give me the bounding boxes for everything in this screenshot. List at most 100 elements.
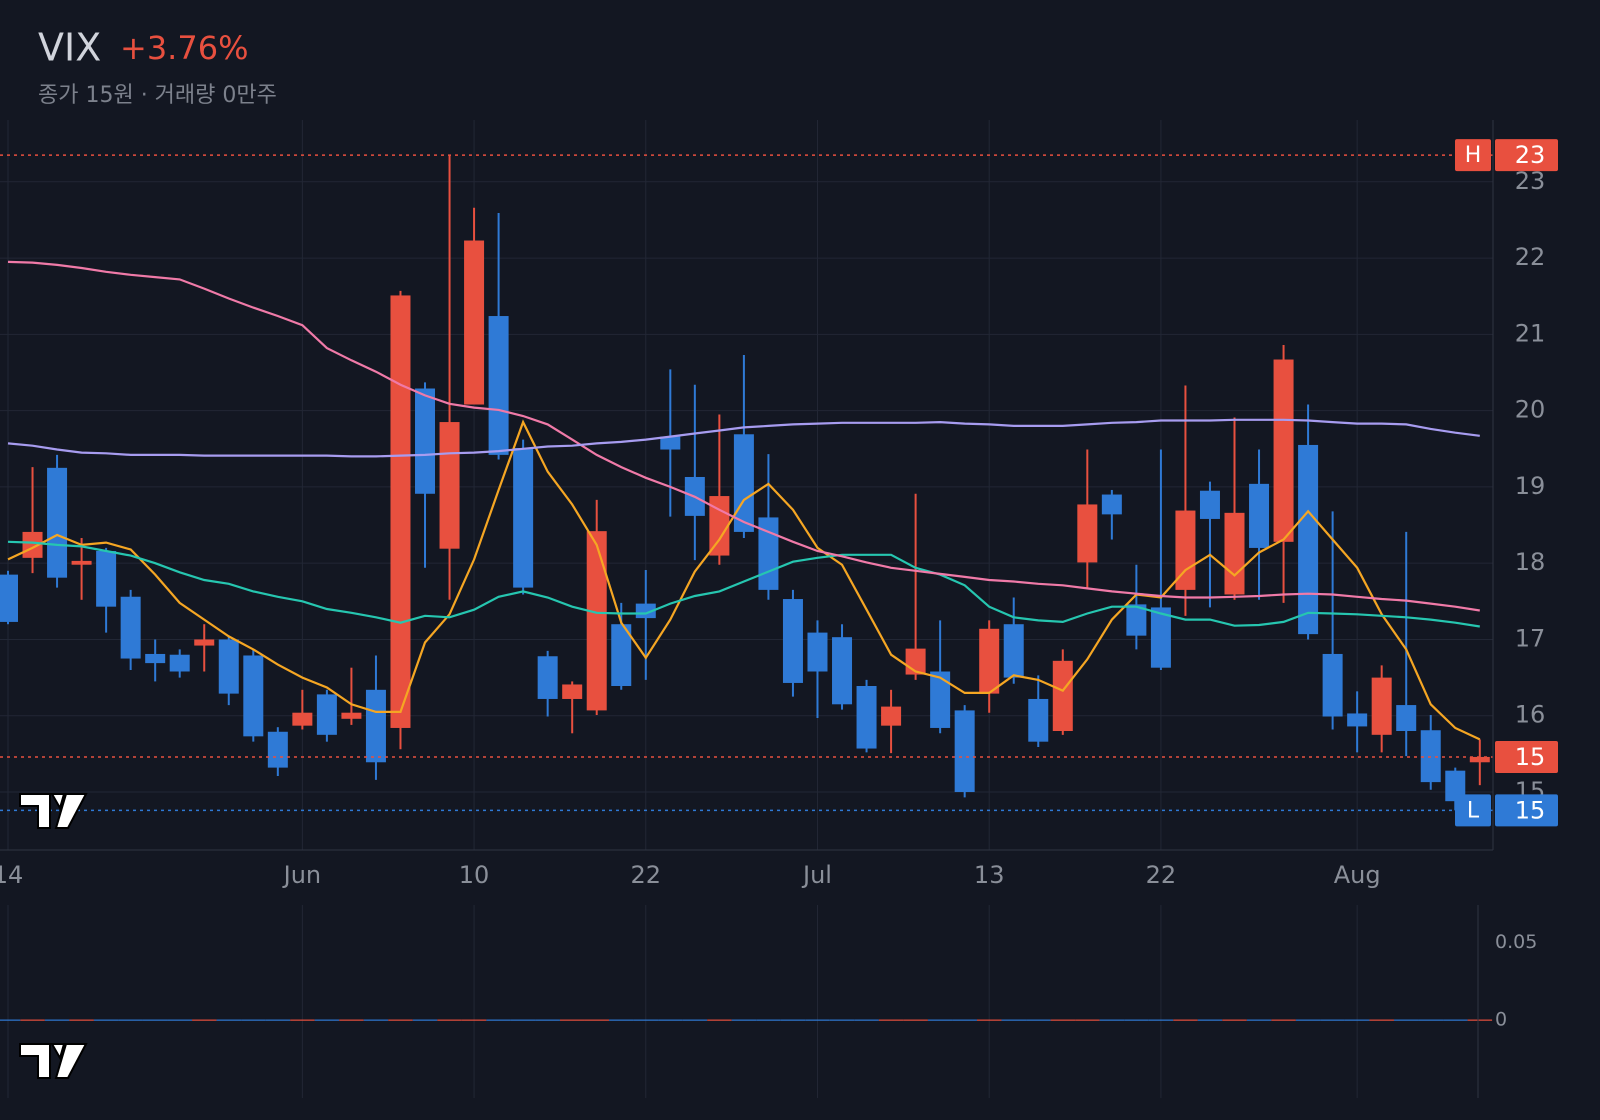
candle-body [0,574,18,622]
candle-body [1298,444,1319,635]
candle-body [758,517,779,590]
y-tick-label: 0 [1495,1009,1507,1031]
volume-bar [388,1019,413,1021]
ma-line [7,419,1481,741]
x-tick-label: 14 [0,861,23,889]
volume-bar [1099,1019,1125,1021]
volume-bar [1443,1019,1468,1021]
volume-bar [1124,1019,1149,1021]
volume-bar [1271,1019,1296,1021]
candle-body [96,550,117,607]
y-tick-label: 17 [1515,624,1546,652]
volume-bar [805,1019,830,1021]
candle-body [341,712,362,719]
price-marker-box [1495,740,1558,773]
volume-bar [1050,1019,1076,1021]
volume-bar [1075,1019,1100,1021]
candle-body [1028,698,1049,742]
candle-body [856,685,877,749]
volume-bar [682,1019,708,1021]
volume-bar [93,1019,119,1021]
volume-bar [584,1019,610,1021]
candle-body [1077,504,1098,563]
y-tick-label: 22 [1515,243,1546,271]
candle-body [488,316,509,455]
volume-bar [559,1019,585,1021]
candle-body [1273,359,1294,542]
y-tick-label: 21 [1515,319,1546,347]
volume-bar [780,1019,806,1021]
volume-bar [20,1019,45,1021]
candle-body [1224,512,1245,595]
y-tick-label: 20 [1515,396,1546,424]
x-tick-label: 22 [631,861,662,889]
candle-body [881,706,902,726]
candle-body [71,560,92,565]
volume-bar [339,1019,364,1021]
volume-bar [44,1019,70,1021]
volume-bar [1001,1019,1027,1021]
candle-body [365,689,386,763]
candle-body [390,295,411,728]
price-marker-tag-label: L [1467,798,1480,823]
candle-body [832,637,853,705]
candle-body [1150,607,1171,668]
candle-body [930,671,951,728]
candle-body [415,388,436,494]
volume-bar [510,1019,536,1021]
y-tick-label: 18 [1515,548,1546,576]
volume-bar [241,1019,266,1021]
volume-bar [437,1019,462,1021]
volume-bar [1320,1019,1345,1021]
y-tick-label: 19 [1515,472,1546,500]
candle-body [1322,653,1343,717]
volume-bar [0,1019,21,1021]
y-tick-label: 16 [1515,701,1546,729]
volume-bar [707,1019,732,1021]
volume-bar [486,1019,511,1021]
volume-bar [167,1019,193,1021]
candle-body [807,632,828,672]
x-tick-label: 13 [974,861,1005,889]
y-tick-label: 0.05 [1495,931,1537,953]
price-marker-box [1495,794,1558,827]
price-marker-tag-label: H [1465,143,1482,168]
candle-body [1126,604,1147,636]
candle-body [47,467,68,578]
volume-bar [633,1019,659,1021]
volume-bar [1197,1019,1223,1021]
volume-bar [1344,1019,1370,1021]
x-tick-label: Jun [282,861,322,889]
x-tick-label: 10 [459,861,490,889]
price-marker-label: 23 [1515,141,1546,169]
candle-body [954,710,975,793]
volume-bar [216,1019,242,1021]
volume-bar [69,1019,94,1021]
candle-body [537,656,558,699]
candle-body [1052,660,1073,732]
candle-body [194,639,215,646]
volume-bar [1467,1019,1493,1021]
volume-bar [1148,1019,1174,1021]
candle-body [1371,677,1392,735]
symbol: VIX [38,26,101,70]
candle-body [1199,490,1220,519]
volume-bar [609,1019,634,1021]
volume-bar [1369,1019,1394,1021]
volume-bar [1394,1019,1419,1021]
volume-bar [878,1019,904,1021]
candle-body [292,712,313,726]
volume-bar [854,1019,879,1021]
candle-body [1347,713,1368,727]
candle-body [709,496,730,556]
candle-body [562,684,583,699]
candle-body [267,731,288,768]
volume-bar [829,1019,855,1021]
candle-body [782,599,803,683]
candle-body [1469,756,1490,763]
plot [0,154,1493,1021]
volume-bar [731,1019,757,1021]
volume-bar [1418,1019,1444,1021]
